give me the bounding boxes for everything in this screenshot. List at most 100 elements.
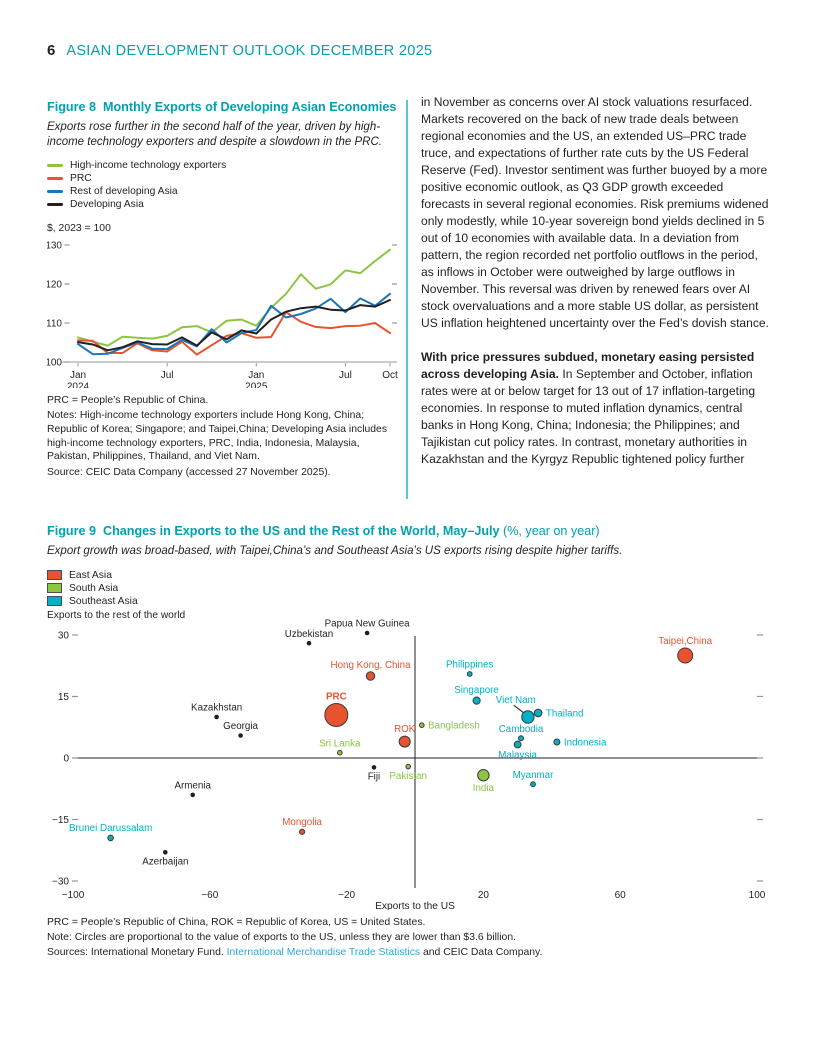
legend-swatch-high-income-technology-exporters <box>47 164 63 167</box>
scatter-point-fiji <box>371 764 377 770</box>
sources-link[interactable]: International Merchandise Trade Statisti… <box>226 946 421 958</box>
body-paragraph-2-lead: With price pressures subdued, monetary e… <box>421 350 755 381</box>
scatter-point-azerbaijan <box>163 849 168 855</box>
x-tick-sublabel-2025: 2025 <box>245 382 268 389</box>
x-tick-label-jul-6: Jul <box>161 370 174 381</box>
scatter-label-cambodia: Cambodia <box>499 723 544 734</box>
x-tick-label-60: −60 <box>201 890 218 901</box>
x-tick-label-100: 100 <box>749 890 766 901</box>
figure8-label: Figure 8 <box>47 100 96 114</box>
scatter-point-uzbekistan <box>306 640 312 645</box>
scatter-label-sri-lanka: Sri Lanka <box>319 738 361 749</box>
scatter-label-pakistan: Pakistan <box>389 770 427 781</box>
figure8-legend: High-income technology exporters PRC Rest … <box>47 159 403 211</box>
legend-item-rest-of-developing-asia: Rest of developing Asia <box>47 185 403 198</box>
legend-swatch-south-asia <box>47 583 62 593</box>
figure9-notes: PRC = People’s Republic of China, ROK = … <box>47 916 773 960</box>
scatter-point-brunei-darussalam <box>107 834 114 841</box>
scatter-label-georgia: Georgia <box>223 721 258 732</box>
legend-swatch-rest-of-developing-asia <box>47 190 63 193</box>
scatter-point-mongolia <box>299 828 306 835</box>
scatter-point-kazakhstan <box>214 714 219 719</box>
series-line-high-income-technology-exporters <box>77 248 391 347</box>
legend-item-high-income-technology-exporters: High-income technology exporters <box>47 159 403 172</box>
scatter-label-taipei-china: Taipei,China <box>658 636 712 647</box>
label-connector-viet-nam <box>513 704 524 713</box>
figure9-sources-prefix: Sources: International Monetary Fund. <box>47 946 227 958</box>
scatter-label-singapore: Singapore <box>454 685 499 696</box>
figure8-note-line-3: Source: CEIC Data Company (accessed 27 N… <box>47 466 331 478</box>
scatter-point-singapore <box>472 696 481 705</box>
y-axis-caption: Exports to the rest of the world <box>47 610 185 621</box>
scatter-label-indonesia: Indonesia <box>564 737 607 748</box>
body-text-column: in November as concerns over AI stock va… <box>421 94 773 485</box>
scatter-label-malaysia: Malaysia <box>498 749 537 760</box>
figure9-sources-suffix: and CEIC Data Company. <box>420 946 543 958</box>
y-tick-label-120: 120 <box>47 280 62 291</box>
series-line-developing-asia <box>77 299 391 352</box>
scatter-label-brunei-darussalam: Brunei Darussalam <box>69 823 152 834</box>
body-paragraph-2-rest: In September and October, inflation rate… <box>421 367 756 466</box>
figure9-abbrev: PRC = People’s Republic of China, ROK = … <box>47 916 426 928</box>
scatter-point-india <box>477 768 490 781</box>
figure8-note-line-2: Notes: High-income technology exporters … <box>47 410 388 463</box>
scatter-point-pakistan <box>405 763 412 769</box>
figure9-title: Figure 9 Changes in Exports to the US an… <box>47 524 773 539</box>
x-tick-sublabel-2024: 2024 <box>67 382 90 389</box>
x-tick-label-jan-2024: Jan <box>70 370 86 381</box>
legend-item-east-asia: East Asia <box>47 569 773 582</box>
x-tick-label-20: −20 <box>338 890 355 901</box>
legend-label: Developing Asia <box>70 199 144 210</box>
scatter-point-sri-lanka <box>337 749 343 755</box>
legend-label: High-income technology exporters <box>70 160 227 171</box>
x-axis-caption: Exports to the US <box>375 901 455 910</box>
scatter-label-bangladesh: Bangladesh <box>428 720 480 731</box>
legend-swatch-developing-asia <box>47 203 63 206</box>
scatter-label-armenia: Armenia <box>174 780 211 791</box>
legend-label: East Asia <box>69 569 112 581</box>
x-tick-label-100: −100 <box>62 890 85 901</box>
figure9-label: Figure 9 <box>47 524 96 538</box>
legend-label: Rest of developing Asia <box>70 186 178 197</box>
scatter-point-georgia <box>238 732 243 738</box>
x-tick-label-60: 60 <box>615 890 627 901</box>
scatter-point-philippines <box>466 670 473 677</box>
scatter-point-thailand <box>533 708 543 717</box>
page-number: 6 <box>47 42 56 59</box>
scatter-point-rok <box>398 735 411 748</box>
legend-item-developing-asia: Developing Asia <box>47 198 403 211</box>
legend-item-prc: PRC <box>47 172 403 185</box>
legend-label: Southeast Asia <box>69 595 138 607</box>
body-paragraph-1: in November as concerns over AI stock va… <box>421 95 770 330</box>
scatter-label-prc: PRC <box>326 691 347 702</box>
figure9-scatter-chart: Exports to the rest of the world 30 15 0 −15… <box>47 610 766 910</box>
scatter-label-india: India <box>473 782 495 793</box>
figure9-subtitle: Export growth was broad-based, with Taip… <box>47 545 623 557</box>
figure8-title: Figure 8 Monthly Exports of Developing A… <box>47 100 403 115</box>
figure9-note: Note: Circles are proportional to the va… <box>47 931 516 943</box>
figure8-subtitle: Exports rose further in the second half … <box>47 121 382 148</box>
scatter-point-cambodia <box>518 734 524 741</box>
y-tick-label-30: 30 <box>58 630 70 641</box>
legend-item-southeast-asia: Southeast Asia <box>47 595 773 608</box>
series-line-rest-of-developing-asia <box>77 292 391 356</box>
legend-label: South Asia <box>69 582 119 594</box>
x-tick-label-jan-2025: Jan <box>248 370 264 381</box>
scatter-point-papua-new-guinea <box>364 630 370 635</box>
x-tick-label-20: 20 <box>478 890 490 901</box>
scatter-label-philippines: Philippines <box>446 659 493 670</box>
figure8-block: Figure 8 Monthly Exports of Developing A… <box>47 100 403 481</box>
figure9-title-text: Changes in Exports to the US and the Res… <box>103 524 500 538</box>
y-tick-label-15: 15 <box>58 692 70 703</box>
legend-swatch-southeast-asia <box>47 596 62 606</box>
x-tick-label-oct-21: Oct <box>382 370 398 381</box>
scatter-point-bangladesh <box>419 721 425 728</box>
scatter-label-uzbekistan: Uzbekistan <box>285 628 333 639</box>
scatter-point-prc <box>324 702 349 727</box>
legend-label: PRC <box>70 173 92 184</box>
y-tick-label-130: 130 <box>47 241 62 252</box>
scatter-label-thailand: Thailand <box>546 708 584 719</box>
figure8-title-text: Monthly Exports of Developing Asian Econ… <box>103 100 397 114</box>
y-tick-label-110: 110 <box>47 319 62 330</box>
scatter-point-malaysia <box>513 740 522 748</box>
